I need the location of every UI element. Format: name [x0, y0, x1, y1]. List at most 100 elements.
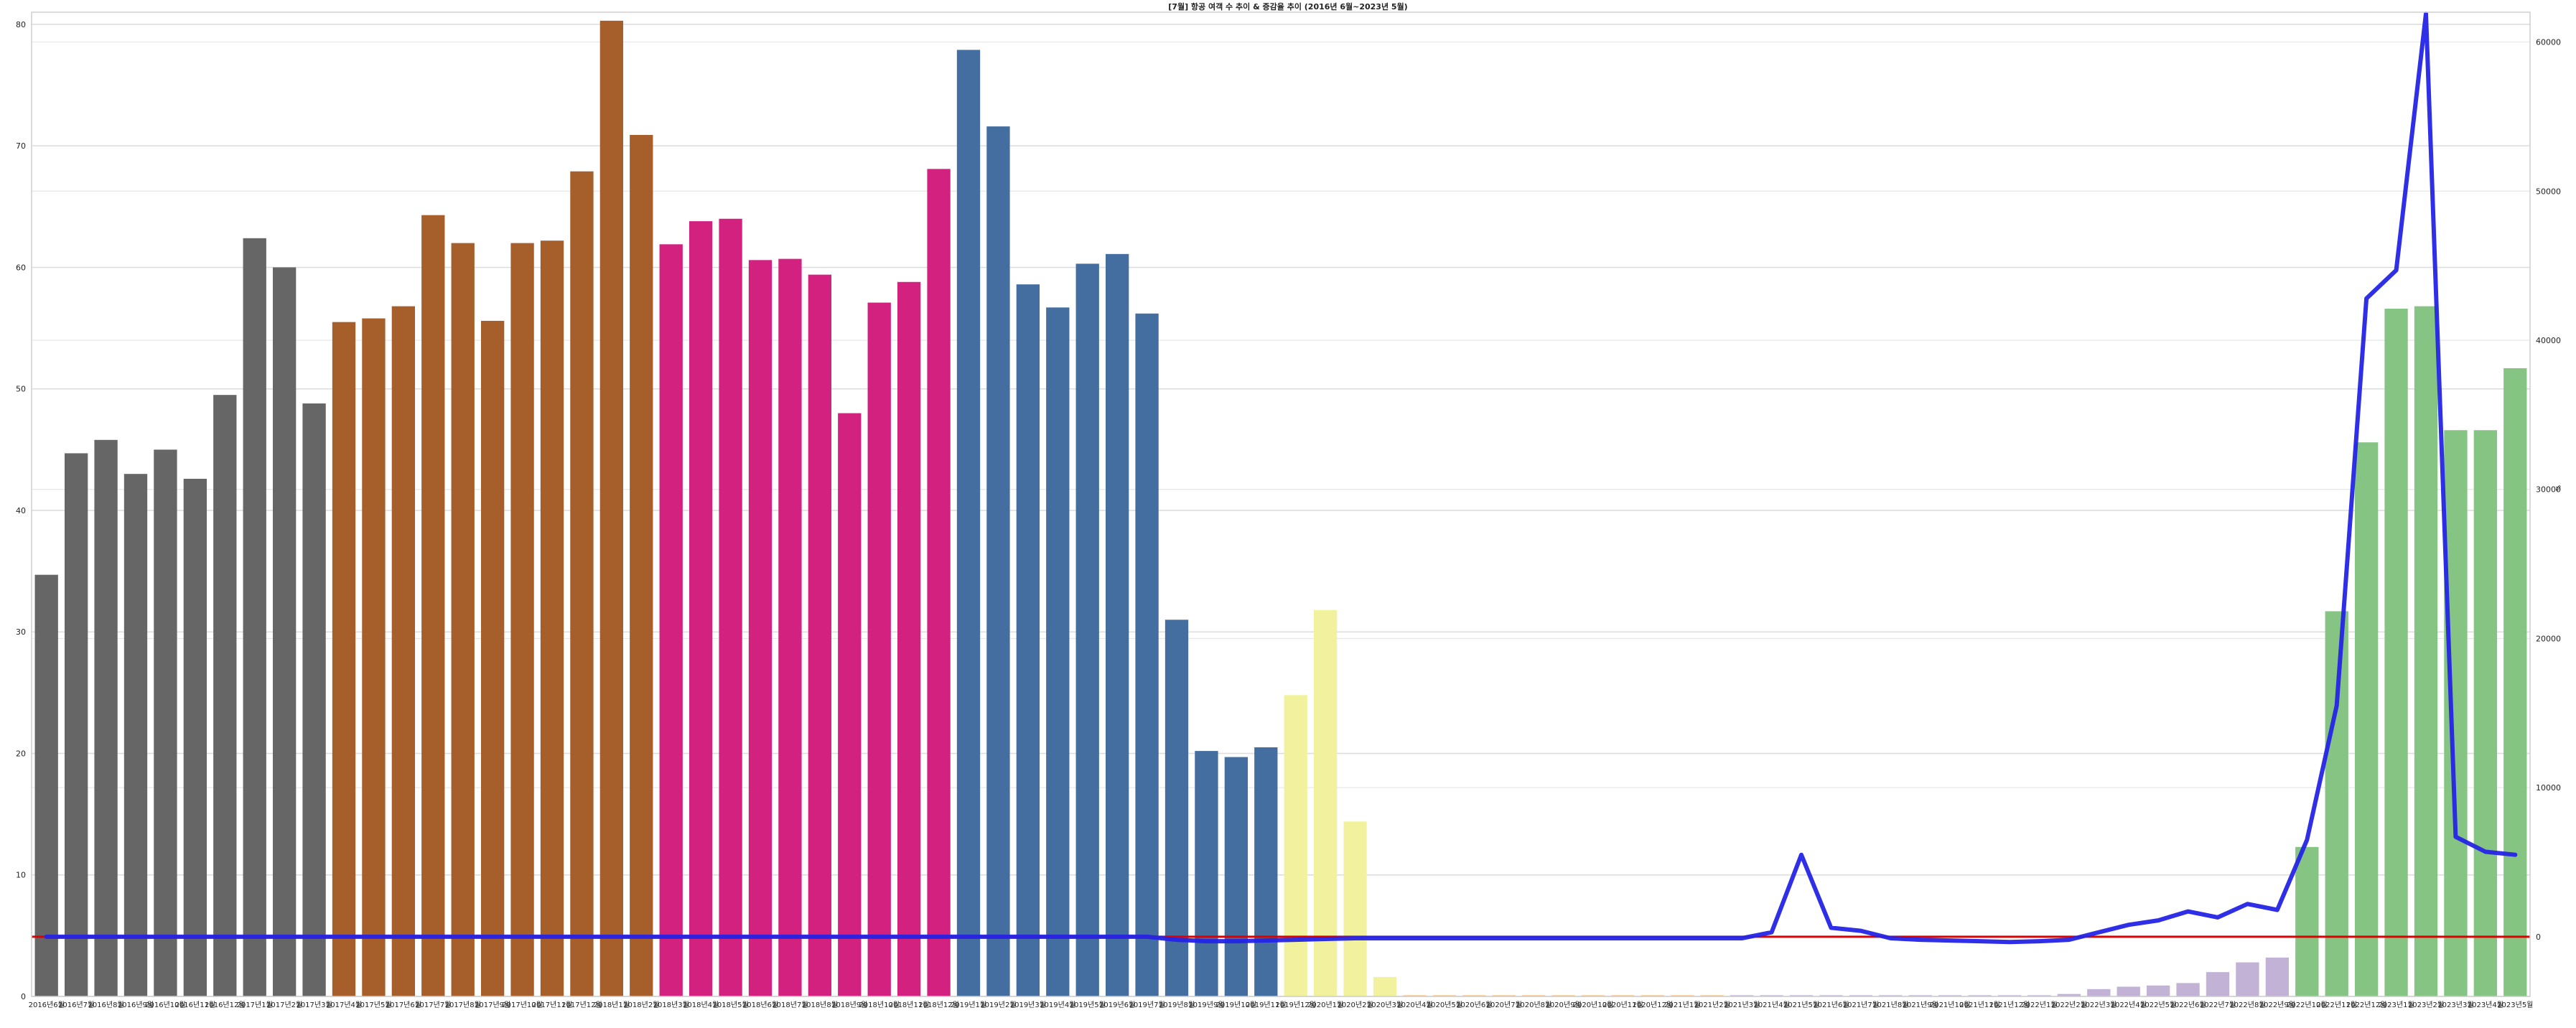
x-tick-label: 2020년6월	[1456, 1001, 1492, 1009]
bar	[897, 281, 921, 996]
x-tick-label: 2020년4월	[1396, 1001, 1432, 1009]
bar	[1432, 995, 1457, 996]
bar	[570, 171, 594, 997]
x-tick-label: 2023년1월	[2378, 1001, 2414, 1009]
x-tick-label: 2019년8월	[1159, 1001, 1195, 1009]
bar	[1254, 747, 1278, 996]
bar	[154, 449, 177, 996]
x-tick-label: 2018년11월	[889, 1001, 930, 1009]
x-tick-label: 2019년5월	[1070, 1001, 1106, 1009]
y-right-tick-label: 50000	[2536, 187, 2561, 196]
x-tick-label: 2017년7월	[415, 1001, 451, 1009]
bar	[1046, 307, 1070, 996]
x-tick-label: 2017년11월	[532, 1001, 573, 1009]
x-tick-label: 2020년2월	[1337, 1001, 1373, 1009]
bar	[630, 134, 653, 996]
bar	[2444, 430, 2468, 996]
x-tick-label: 2022년10월	[2287, 1001, 2328, 1009]
bar	[748, 260, 773, 997]
y-left-tick-label: 40	[16, 506, 26, 515]
bar	[1997, 995, 2022, 996]
y-right-tick-label: 30000	[2536, 485, 2561, 495]
x-tick-label: 2022년6월	[2170, 1001, 2206, 1009]
line-series-layer	[44, 11, 2518, 945]
x-tick-label: 2021년12월	[1989, 1001, 2030, 1009]
x-tick-label: 2019년10월	[1216, 1001, 1257, 1009]
bar	[1135, 313, 1159, 997]
bar	[362, 318, 386, 996]
bar	[2503, 368, 2527, 996]
x-tick-label: 2016년6월	[29, 1001, 65, 1009]
y-left-tick-label: 20	[16, 749, 26, 758]
x-tick-label: 2020년8월	[1516, 1001, 1551, 1009]
bar	[1373, 976, 1397, 996]
x-tick-label: 2016년10월	[145, 1001, 186, 1009]
x-tick-label: 2020년9월	[1545, 1001, 1581, 1009]
bar	[2117, 986, 2140, 996]
x-tick-label: 2019년2월	[980, 1001, 1016, 1009]
x-tick-label: 2021년3월	[1724, 1001, 1760, 1009]
y-left-tick-label: 50	[16, 385, 26, 394]
x-tick-label: 2020년11월	[1602, 1001, 1643, 1009]
bar	[421, 215, 445, 996]
x-tick-label: 2021년6월	[1813, 1001, 1849, 1009]
bar	[2384, 308, 2408, 997]
bar	[1343, 821, 1367, 996]
x-tick-label: 2021년4월	[1753, 1001, 1789, 1009]
x-tick-label: 2022년9월	[2259, 1001, 2295, 1009]
x-tick-label: 2022년12월	[2346, 1001, 2387, 1009]
x-tick-label: 2019년9월	[1188, 1001, 1224, 1009]
bar	[719, 218, 742, 997]
x-tick-label: 2021년1월	[1664, 1001, 1700, 1009]
axes-layer: 0 10 20 30 40 50 60 70 80 0 10000 20000 30000 40000 50…	[16, 11, 2561, 1001]
x-tick-labels: 2016년6월2016년7월2016년8월2016년9월2016년10월2016…	[29, 1001, 2534, 1009]
bar	[659, 244, 683, 997]
bar	[1016, 284, 1040, 996]
x-tick-label: 2018년10월	[859, 1001, 900, 1009]
bar	[1284, 695, 1307, 996]
x-tick-label: 2018년6월	[742, 1001, 778, 1009]
bar	[1521, 995, 1546, 996]
bar	[1879, 995, 1903, 996]
x-tick-label: 2018년12월	[918, 1001, 959, 1009]
x-tick-label: 2017년3월	[296, 1001, 332, 1009]
x-tick-label: 2020년3월	[1367, 1001, 1403, 1009]
x-tick-label: 2023년5월	[2497, 1001, 2533, 1009]
bar	[1462, 995, 1486, 996]
x-tick-label: 2019년7월	[1129, 1001, 1165, 1009]
x-tick-label: 2018년7월	[772, 1001, 808, 1009]
y-left-tick-label: 30	[16, 627, 26, 637]
x-tick-label: 2018년3월	[653, 1001, 689, 1009]
bar	[510, 243, 534, 997]
x-tick-label: 2022년5월	[2140, 1001, 2176, 1009]
x-tick-label: 2019년1월	[951, 1001, 986, 1009]
bar	[2414, 306, 2438, 996]
x-tick-label: 2017년8월	[445, 1001, 481, 1009]
bars-layer	[34, 20, 2527, 997]
bar	[2473, 430, 2498, 996]
x-tick-label: 2021년8월	[1872, 1001, 1908, 1009]
bar	[808, 274, 832, 997]
bar	[213, 395, 237, 996]
bar	[94, 439, 118, 996]
x-tick-label: 2020년10월	[1573, 1001, 1614, 1009]
bar	[272, 267, 297, 996]
x-tick-label: 2020년5월	[1427, 1001, 1462, 1009]
bar	[2146, 985, 2170, 996]
x-tick-label: 2018년9월	[831, 1001, 867, 1009]
x-tick-label: 2023년2월	[2408, 1001, 2444, 1009]
bar	[1611, 995, 1635, 996]
x-tick-label: 2017년1월	[237, 1001, 273, 1009]
bar	[1968, 995, 1992, 996]
x-tick-label: 2016년11월	[175, 1001, 216, 1009]
bar	[1908, 995, 1932, 996]
bar	[986, 126, 1010, 996]
x-tick-label: 2021년5월	[1783, 1001, 1819, 1009]
bar	[1938, 995, 1962, 996]
bar	[2027, 995, 2051, 996]
plot-frame	[31, 11, 2531, 997]
bar	[451, 243, 475, 997]
bar	[1403, 995, 1427, 996]
bar	[2265, 957, 2290, 996]
x-tick-label: 2021년2월	[1694, 1001, 1730, 1009]
